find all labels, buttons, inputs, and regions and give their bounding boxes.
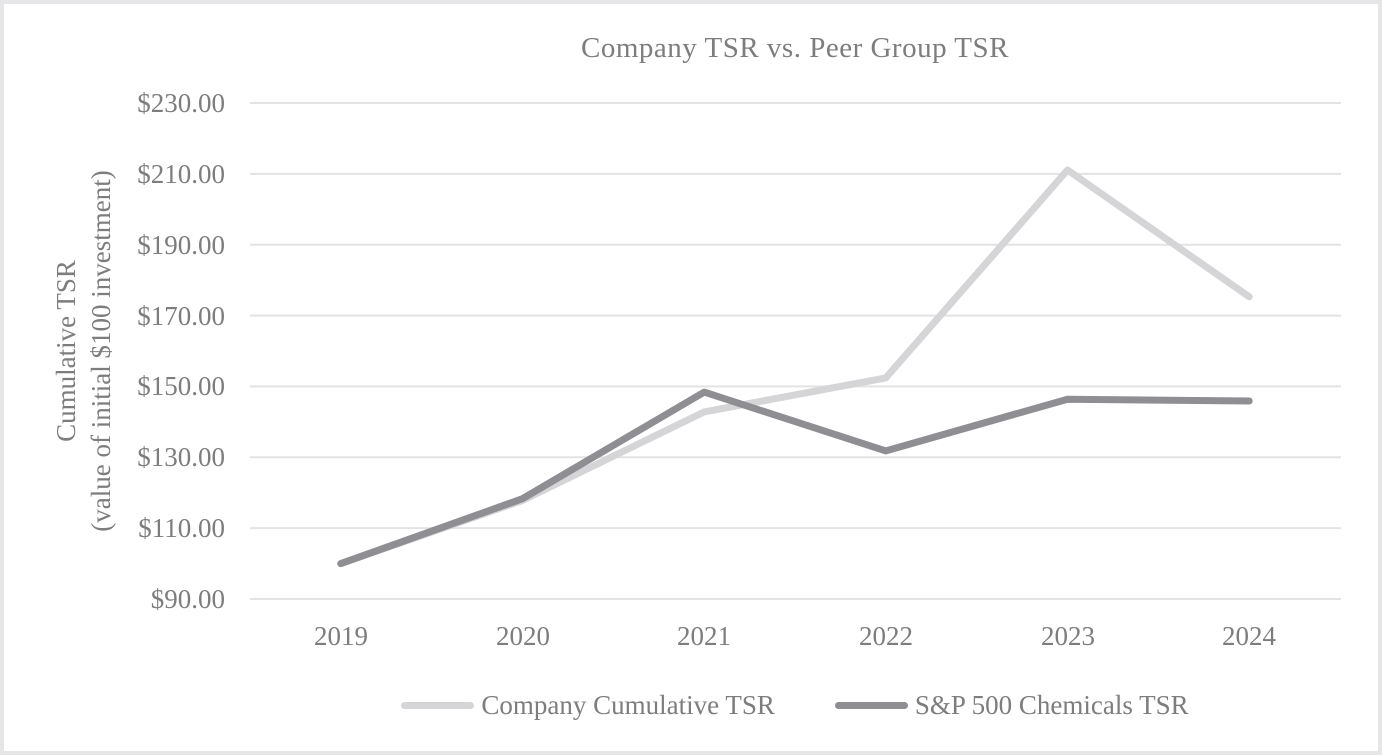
y-tick-label-170: $170.00 — [137, 301, 225, 331]
series-line-s-p-500-chemicals-tsr — [337, 388, 1253, 568]
legend-item-company-cumulative-tsr: Company Cumulative TSR — [401, 690, 775, 721]
y-tick-label-130: $130.00 — [137, 442, 225, 472]
y-tick-label-210: $210.00 — [137, 159, 225, 189]
legend-swatch-company-cumulative-tsr — [401, 701, 475, 709]
x-tick-label-2024: 2024 — [1222, 621, 1276, 651]
legend-swatch-s-p-500-chemicals-tsr — [834, 701, 908, 709]
legend-label-company-cumulative-tsr: Company Cumulative TSR — [481, 689, 775, 720]
x-tick-label-2023: 2023 — [1041, 621, 1095, 651]
x-tick-label-2020: 2020 — [496, 621, 550, 651]
legend-label-s-p-500-chemicals-tsr: S&P 500 Chemicals TSR — [914, 689, 1189, 720]
legend: Company Cumulative TSR S&P 500 Chemicals … — [250, 685, 1340, 725]
y-tick-label-90: $90.00 — [150, 584, 225, 614]
legend-item-s-p-500-chemicals-tsr: S&P 500 Chemicals TSR — [834, 689, 1189, 721]
y-tick-label-150: $150.00 — [137, 371, 225, 401]
y-tick-label-190: $190.00 — [137, 230, 225, 260]
y-tick-label-110: $110.00 — [138, 513, 225, 543]
series-line-company-cumulative-tsr — [337, 166, 1253, 568]
chart-title: Company TSR vs. Peer Group TSR — [580, 32, 1009, 64]
x-tick-label-2022: 2022 — [859, 621, 913, 651]
y-tick-label-230: $230.00 — [137, 88, 225, 118]
x-tick-label-2021: 2021 — [677, 621, 731, 651]
x-tick-label-2019: 2019 — [314, 621, 368, 651]
